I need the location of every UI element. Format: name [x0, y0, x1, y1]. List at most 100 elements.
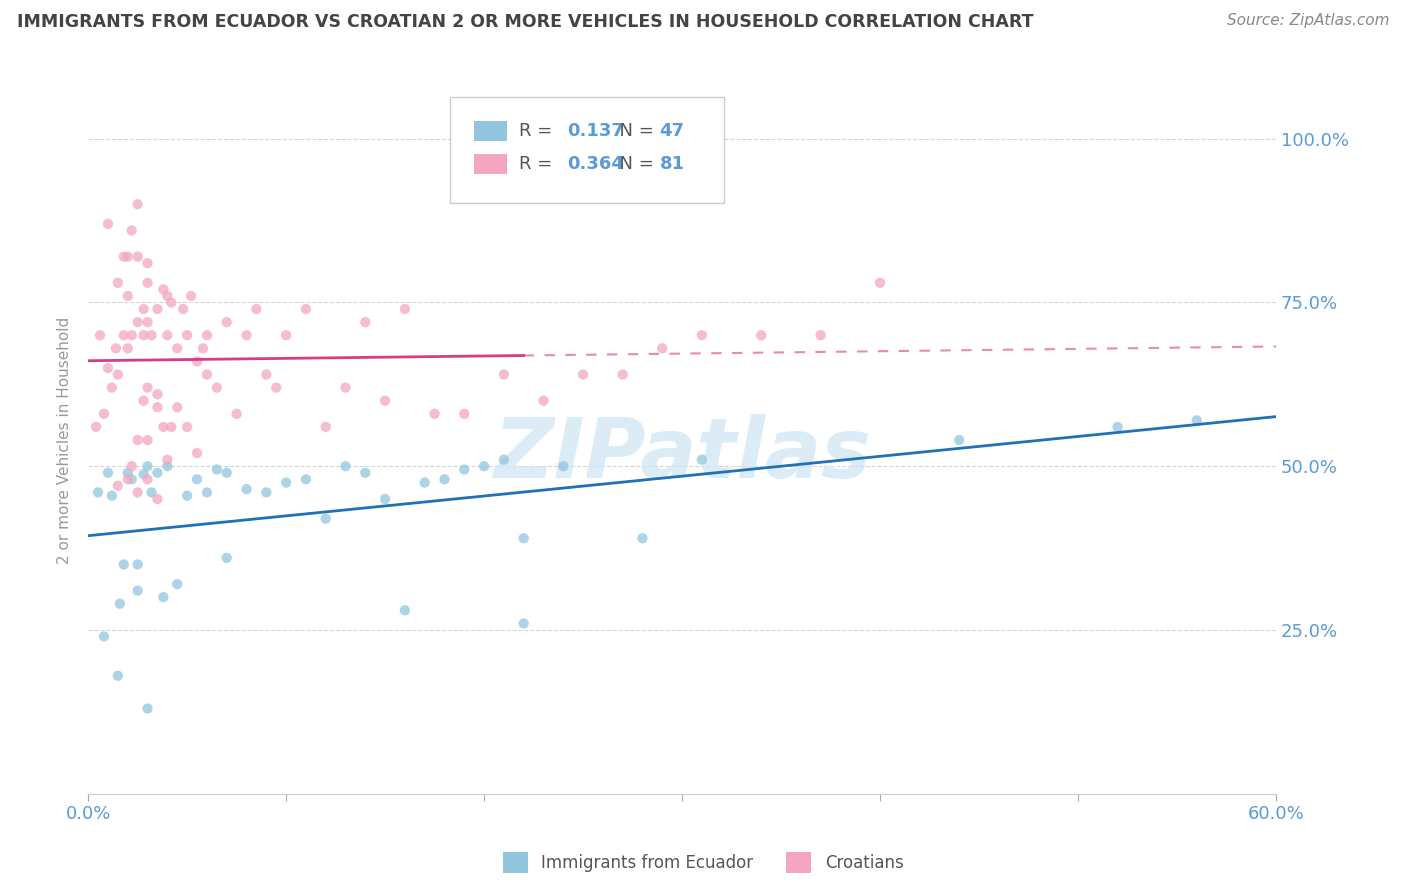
Point [97, 466, 120, 480]
Point [180, 289, 202, 303]
Point [152, 420, 174, 434]
Point [472, 459, 495, 474]
Point [107, 479, 129, 493]
Point [374, 491, 396, 506]
Point [136, 276, 159, 290]
Point [121, 223, 143, 237]
Point [492, 368, 515, 382]
Point [176, 420, 198, 434]
Point [235, 328, 257, 343]
Point [136, 315, 159, 329]
Point [136, 472, 159, 486]
Point [235, 482, 257, 496]
Point [205, 381, 228, 395]
Point [127, 583, 149, 598]
Text: 81: 81 [659, 155, 685, 173]
Point [89, 328, 111, 343]
Point [146, 491, 169, 506]
Point [107, 669, 129, 683]
Legend: Immigrants from Ecuador, Croatians: Immigrants from Ecuador, Croatians [496, 846, 910, 880]
Point [512, 531, 534, 545]
Point [127, 433, 149, 447]
Point [141, 485, 163, 500]
Point [225, 407, 247, 421]
Point [93, 407, 115, 421]
Text: 0.137: 0.137 [567, 122, 624, 140]
Y-axis label: 2 or more Vehicles in Household: 2 or more Vehicles in Household [58, 317, 72, 564]
Point [433, 472, 456, 486]
Point [152, 282, 174, 296]
Point [152, 591, 174, 605]
Point [869, 276, 891, 290]
Point [146, 401, 169, 415]
Point [749, 328, 772, 343]
Point [191, 342, 214, 356]
Point [215, 550, 238, 565]
Point [195, 328, 218, 343]
Point [215, 466, 238, 480]
Point [651, 342, 673, 356]
Point [117, 250, 139, 264]
FancyBboxPatch shape [474, 121, 508, 141]
Point [533, 393, 555, 408]
Point [205, 462, 228, 476]
Point [172, 301, 194, 316]
Point [553, 459, 575, 474]
Text: ZIPatlas: ZIPatlas [494, 414, 870, 495]
Point [264, 381, 287, 395]
Point [121, 328, 143, 343]
Point [104, 342, 127, 356]
Point [121, 472, 143, 486]
Point [186, 472, 208, 486]
Point [101, 381, 124, 395]
Point [101, 489, 124, 503]
Point [166, 342, 188, 356]
Point [107, 368, 129, 382]
Point [612, 368, 634, 382]
Text: 47: 47 [659, 122, 685, 140]
Point [156, 459, 179, 474]
Text: N =: N = [609, 155, 659, 173]
Point [195, 485, 218, 500]
Point [295, 301, 318, 316]
Point [166, 401, 188, 415]
Point [354, 315, 377, 329]
Point [254, 368, 277, 382]
Point [97, 361, 120, 376]
Text: 0.364: 0.364 [567, 155, 624, 173]
Text: R =: R = [519, 122, 558, 140]
Point [112, 250, 135, 264]
Point [572, 368, 595, 382]
Point [132, 301, 155, 316]
Point [127, 485, 149, 500]
FancyBboxPatch shape [450, 97, 724, 203]
Point [132, 467, 155, 481]
Point [1107, 420, 1129, 434]
Point [112, 558, 135, 572]
FancyBboxPatch shape [474, 154, 508, 174]
Point [136, 256, 159, 270]
Point [453, 462, 475, 476]
Point [274, 475, 297, 490]
Point [112, 328, 135, 343]
Point [156, 328, 179, 343]
Point [810, 328, 832, 343]
Point [176, 328, 198, 343]
Point [195, 368, 218, 382]
Point [215, 315, 238, 329]
Point [127, 558, 149, 572]
Point [335, 381, 357, 395]
Point [136, 459, 159, 474]
Text: Source: ZipAtlas.com: Source: ZipAtlas.com [1226, 13, 1389, 29]
Point [423, 407, 446, 421]
Point [108, 597, 131, 611]
Point [1185, 413, 1208, 427]
Point [146, 387, 169, 401]
Point [127, 250, 149, 264]
Point [97, 217, 120, 231]
Point [146, 466, 169, 480]
Point [254, 485, 277, 500]
Point [186, 446, 208, 460]
Point [93, 630, 115, 644]
Point [84, 420, 107, 434]
